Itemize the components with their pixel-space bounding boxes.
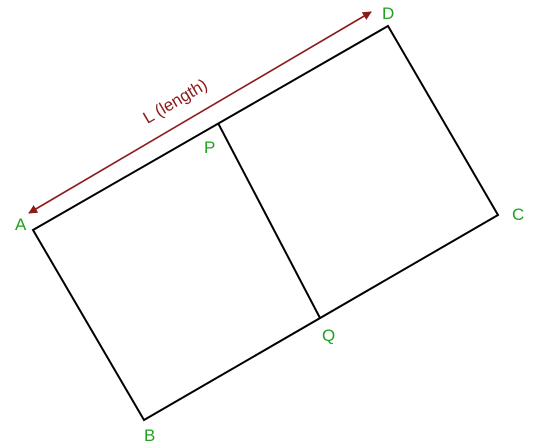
point-label-c: C (512, 205, 524, 224)
length-label: L (length) (140, 75, 211, 128)
point-label-q: Q (322, 326, 335, 345)
rectangle-abcd (31, 24, 500, 422)
point-label-p: P (204, 138, 215, 157)
point-label-b: B (144, 426, 155, 444)
length-dimension-arrow (28, 11, 372, 214)
point-label-d: D (382, 4, 394, 23)
point-label-a: A (15, 215, 27, 234)
segment-pq (217, 122, 321, 319)
